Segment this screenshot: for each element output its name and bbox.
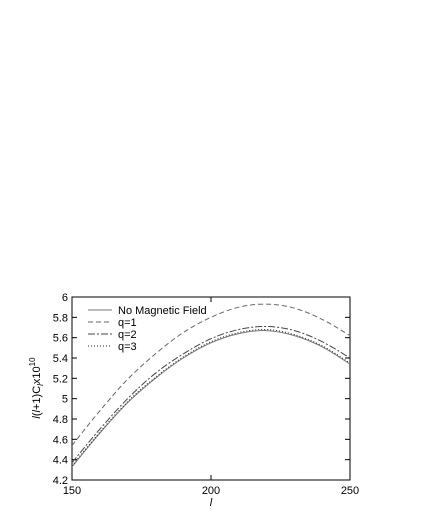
y-tick-label: 5.6 [53, 333, 68, 345]
x-tick-label: 200 [202, 485, 220, 497]
y-axis-label: l(l+1)Clx1010 [28, 357, 45, 419]
series-lines [71, 303, 351, 468]
x-axis-label: l [210, 497, 213, 509]
series-line-q-2 [71, 325, 351, 464]
series-line-q-1 [71, 303, 351, 446]
y-tick-label: 5.2 [53, 373, 68, 385]
y-tick-label: 4.8 [53, 414, 68, 426]
series-line-q-3 [71, 328, 351, 467]
y-tick-label: 5 [62, 394, 68, 406]
legend-label: No Magnetic Field [118, 305, 207, 317]
y-tick-label: 5.4 [53, 353, 68, 365]
axis-ticks: 4.2 4.4 4.6 4.8 5 5.2 5.4 5.6 5.8 6 150 200 250 [53, 292, 359, 497]
y-tick-label: 6 [62, 292, 68, 304]
y-tick-label: 4.2 [53, 475, 68, 487]
y-tick-label: 5.8 [53, 312, 68, 324]
series-line-no-magnetic-field [71, 330, 351, 468]
y-tick-label: 4.4 [53, 455, 68, 467]
x-tick-label: 150 [63, 485, 81, 497]
legend-label: q=1 [118, 317, 137, 329]
plot-frame [71, 296, 351, 481]
y-tick-label: 4.6 [53, 434, 68, 446]
x-tick-label: 250 [341, 485, 359, 497]
legend-label: q=3 [118, 341, 137, 353]
legend-label: q=2 [118, 329, 137, 341]
